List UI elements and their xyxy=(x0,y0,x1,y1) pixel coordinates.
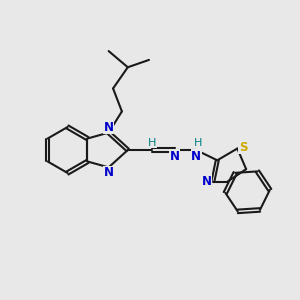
Text: N: N xyxy=(201,175,212,188)
Text: H: H xyxy=(148,138,156,148)
Text: N: N xyxy=(103,121,114,134)
Text: N: N xyxy=(191,150,201,163)
Text: N: N xyxy=(170,150,180,163)
Text: H: H xyxy=(194,138,202,148)
Text: S: S xyxy=(239,141,248,154)
Text: N: N xyxy=(103,166,114,179)
